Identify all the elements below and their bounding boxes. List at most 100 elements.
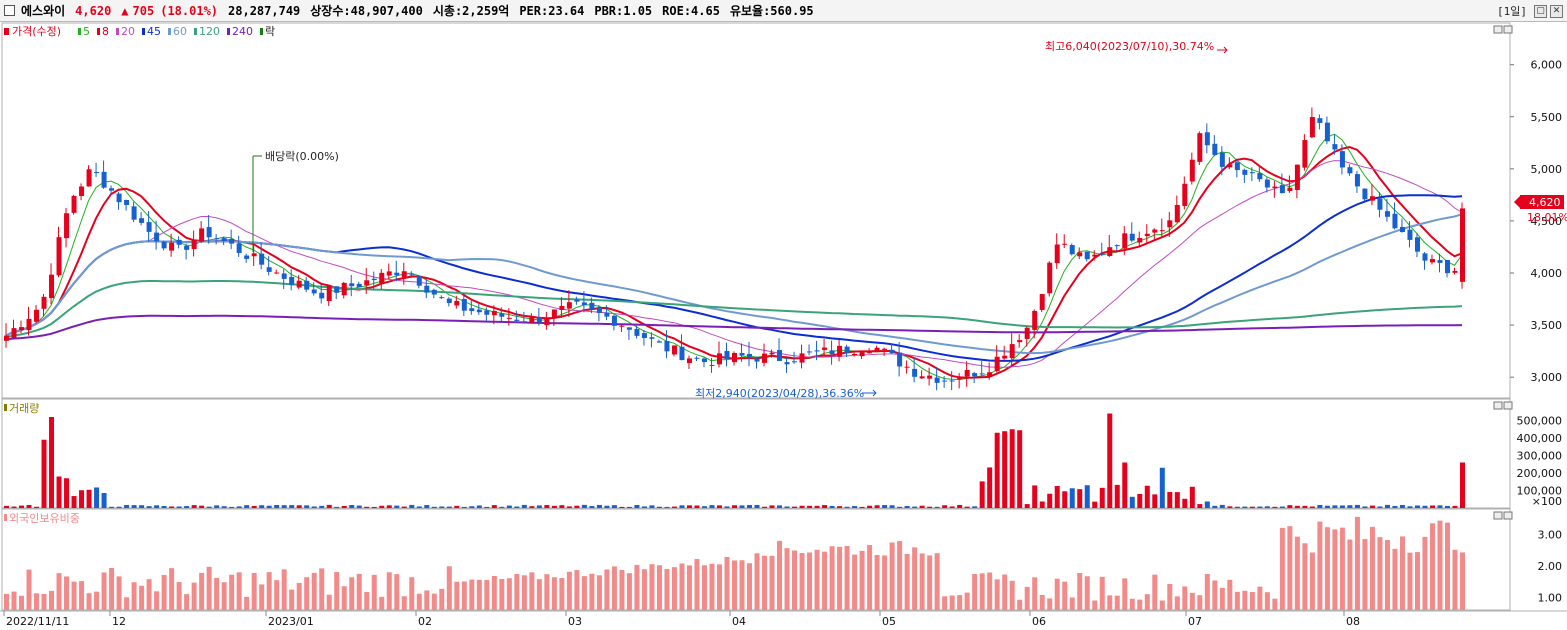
x-tick-label: 12 xyxy=(112,615,126,628)
foreign-legend: 외국인보유비중 xyxy=(4,512,80,525)
volume-bar xyxy=(1189,486,1195,508)
candle-body xyxy=(514,319,520,321)
foreign-bar xyxy=(972,573,978,610)
listed-shares: 상장수:48,907,400 xyxy=(310,4,423,18)
close-icon[interactable]: ✕ xyxy=(1550,4,1563,18)
candle-body xyxy=(544,318,550,326)
foreign-bar xyxy=(679,563,685,610)
ma-legend-swatch xyxy=(194,28,197,35)
foreign-bar xyxy=(49,590,55,610)
candle-body xyxy=(1099,253,1105,255)
volume-bar xyxy=(176,506,182,508)
foreign-bar xyxy=(904,553,910,610)
period-selector[interactable]: [1일] xyxy=(1497,5,1527,18)
candle-body xyxy=(559,305,565,310)
pane-maximize-icon[interactable] xyxy=(1493,511,1503,520)
volume-bar xyxy=(949,506,955,508)
volume-bar xyxy=(747,505,753,508)
volume-bar xyxy=(446,506,452,508)
foreign-bar xyxy=(4,593,9,610)
foreign-bar xyxy=(139,585,145,610)
foreign-bar xyxy=(476,579,482,610)
volume-bar xyxy=(852,506,858,508)
foreign-bar xyxy=(1324,527,1330,610)
candle-body xyxy=(236,243,242,253)
candle-body xyxy=(1264,179,1270,188)
volume-bar xyxy=(1137,493,1143,508)
volume-bar xyxy=(94,487,100,508)
volume-bar xyxy=(266,505,272,508)
foreign-bar xyxy=(514,574,520,610)
volume-bar xyxy=(1354,504,1360,508)
foreign-bar xyxy=(664,568,670,610)
volume-bar xyxy=(394,505,400,508)
foreign-bar xyxy=(521,575,527,610)
foreign-bar xyxy=(1152,574,1158,610)
candle-body xyxy=(1362,188,1368,200)
candle-body xyxy=(1077,252,1083,257)
volume-bar xyxy=(559,505,565,508)
foreign-bar xyxy=(942,596,948,610)
volume-bar xyxy=(476,505,482,508)
volume-bar xyxy=(431,506,437,508)
y-tick-label: 5,500 xyxy=(1531,111,1563,124)
foreign-bar xyxy=(949,595,955,610)
foreign-bar xyxy=(1159,600,1165,610)
volume-bar xyxy=(536,505,542,508)
candle-body xyxy=(679,346,685,361)
foreign-bar xyxy=(799,553,805,610)
volume-bar xyxy=(604,505,610,508)
volume-bar xyxy=(987,467,993,508)
pane-close-icon[interactable] xyxy=(1503,511,1513,520)
volume-bar xyxy=(1429,505,1435,508)
foreign-bar xyxy=(807,552,813,610)
foreign-bar xyxy=(349,577,355,610)
maximize-icon[interactable]: ▢ xyxy=(1534,4,1547,18)
volume-bar xyxy=(754,504,760,508)
volume-bar xyxy=(161,505,167,508)
y-axis-labels: 6,000 5,500 5,000 4,500 4,000 3,500 3,000 500,0… xyxy=(1510,59,1563,604)
candle-body xyxy=(942,380,948,382)
candle-body xyxy=(1422,253,1428,261)
pane-maximize-icon[interactable] xyxy=(1493,401,1503,410)
foreign-bar xyxy=(379,596,385,610)
volume-bar xyxy=(1219,504,1225,508)
foreign-bar xyxy=(739,560,745,610)
foreign-bar xyxy=(266,572,272,610)
candle-body xyxy=(1212,143,1218,155)
candle-body xyxy=(484,310,490,315)
candle-body xyxy=(424,285,430,293)
stock-name[interactable]: 에스와이 xyxy=(21,4,66,18)
candle-body xyxy=(49,274,55,299)
candle-body xyxy=(1437,260,1443,263)
pane-close-icon[interactable] xyxy=(1503,401,1513,410)
volume-bar xyxy=(1009,429,1015,508)
foreign-bar xyxy=(1009,580,1015,610)
foreign-bar xyxy=(701,565,707,610)
volume-bar xyxy=(1332,505,1338,508)
select-checkbox[interactable] xyxy=(4,5,15,16)
foreign-bar xyxy=(1204,574,1210,610)
candle-body xyxy=(11,328,17,338)
y-tick-label: 6,000 xyxy=(1531,59,1563,72)
pane-buttons[interactable] xyxy=(1493,25,1513,520)
volume-bar xyxy=(1039,501,1045,508)
candle-body xyxy=(784,362,790,365)
candle-body xyxy=(259,253,265,265)
last-price-tag xyxy=(1520,195,1564,209)
candle-body xyxy=(987,372,993,377)
ma-legend-label: 20 xyxy=(121,25,135,38)
volume-bar xyxy=(1302,505,1308,508)
volume-bar xyxy=(499,506,505,508)
foreign-bar xyxy=(559,578,565,610)
foreign-bar xyxy=(1032,577,1038,610)
foreign-bar xyxy=(844,545,850,610)
dividend-annotation: 배당락(0.00%) xyxy=(265,150,339,163)
volume-bar xyxy=(1309,506,1315,508)
candle-body xyxy=(747,353,753,357)
pane-maximize-icon[interactable] xyxy=(1493,25,1503,34)
foreign-bar xyxy=(566,571,572,610)
pane-close-icon[interactable] xyxy=(1503,25,1513,34)
foreign-bar xyxy=(311,572,317,610)
